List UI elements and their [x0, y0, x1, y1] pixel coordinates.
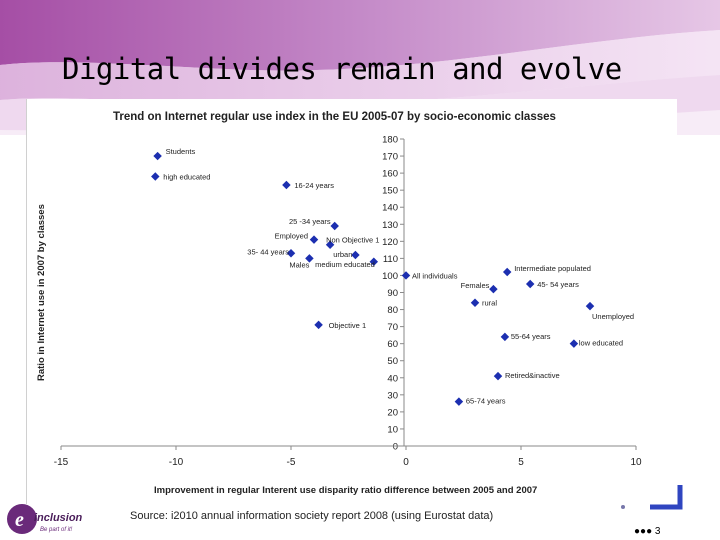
- y-tick-label: 160: [382, 169, 398, 180]
- chart-panel: Trend on Internet regular use index in t…: [26, 99, 677, 504]
- y-axis-label: Ratio in Internet use in 2007 by classes: [36, 204, 47, 381]
- data-point-marker: [489, 284, 498, 294]
- data-point-label: 65-74 years: [466, 397, 506, 406]
- page-number: ●●● 3: [634, 526, 660, 537]
- y-tick-label: 140: [382, 203, 398, 214]
- data-point-label: Intermediate populated: [514, 264, 591, 273]
- data-point-marker: [286, 249, 296, 258]
- data-point-label: 45- 54 years: [537, 280, 579, 289]
- data-point-label: 35- 44 years: [247, 247, 289, 256]
- data-point-label: Retired&inactive: [505, 371, 560, 380]
- data-point-label: Non Objective 1: [326, 236, 379, 245]
- data-point-label: Females: [461, 281, 490, 290]
- corner-bracket-icon: [650, 485, 683, 510]
- data-point-marker: [309, 235, 319, 244]
- y-tick-label: 20: [387, 407, 398, 418]
- data-point-marker: [351, 250, 360, 260]
- data-point-label: All individuals: [412, 271, 458, 280]
- x-tick-label: 0: [403, 457, 409, 468]
- y-axis: 0 10 20 30 40 50 60 70 80 90 100 110 120 130 140 150 160…: [382, 135, 405, 453]
- y-tick-label: 10: [387, 424, 398, 435]
- source-note: Source: i2010 annual information society…: [130, 510, 494, 522]
- data-point-marker: [470, 298, 480, 307]
- x-tick-label: -15: [54, 457, 69, 468]
- data-point-marker: [493, 371, 503, 381]
- y-tick-label: 150: [382, 186, 398, 197]
- y-tick-label: 90: [387, 288, 398, 299]
- data-point-marker: [585, 301, 595, 311]
- einclusion-logo: e inclusion Be part of it!: [7, 504, 83, 534]
- page-dots-icon: ●●●: [634, 526, 655, 537]
- y-tick-label: 100: [382, 271, 398, 282]
- x-tick-label: 5: [518, 457, 524, 468]
- y-tick-label: 110: [383, 254, 398, 265]
- y-tick-label: 80: [387, 305, 398, 316]
- data-point-label: high educated: [163, 173, 210, 182]
- data-point-label: Students: [166, 147, 196, 156]
- data-point-marker: [569, 339, 579, 348]
- data-point-label: medium educated: [315, 260, 375, 269]
- y-tick-label: 180: [382, 135, 398, 146]
- data-point-label: Unemployed: [592, 312, 634, 321]
- logo-circle-icon: [7, 504, 37, 534]
- data-point-marker: [330, 221, 339, 231]
- data-point-label: urban: [333, 250, 352, 259]
- data-point-marker: [454, 397, 464, 406]
- data-point-label: Objective 1: [329, 321, 367, 330]
- y-tick-label: 120: [382, 237, 398, 248]
- x-tick-label: 10: [630, 457, 642, 468]
- data-point-marker: [502, 267, 512, 277]
- y-tick-label: 130: [382, 220, 398, 231]
- x-tick-label: -10: [169, 457, 184, 468]
- y-tick-label: 0: [393, 442, 398, 453]
- data-point-marker: [369, 257, 379, 267]
- data-point-marker: [314, 320, 323, 330]
- x-axis-label: Improvement in regular Interent use disp…: [154, 485, 537, 496]
- data-point-marker: [401, 271, 411, 280]
- svg-text:inclusion: inclusion: [34, 512, 83, 524]
- y-tick-label: 30: [387, 390, 398, 401]
- y-tick-label: 70: [387, 322, 398, 333]
- data-point-label: low educated: [579, 339, 623, 348]
- x-tick-label: -5: [287, 457, 296, 468]
- x-axis: -15 -10 -5 0 5 10: [54, 445, 642, 468]
- svg-text:e: e: [15, 509, 24, 531]
- chart-title: Trend on Internet regular use index in t…: [113, 111, 556, 123]
- data-point-label: 55-64 years: [511, 332, 551, 341]
- y-tick-label: 60: [387, 339, 398, 350]
- data-point-marker: [500, 332, 510, 342]
- data-point-marker: [151, 172, 160, 181]
- data-point-marker: [325, 240, 335, 249]
- data-point-marker: [153, 151, 162, 161]
- y-tick-label: 50: [387, 356, 398, 367]
- data-point-label: 16-24 years: [294, 181, 334, 190]
- data-point-label: rural: [482, 299, 497, 308]
- slide-title: Digital divides remain and evolve: [62, 52, 622, 86]
- data-point-marker: [282, 180, 291, 190]
- svg-text:Be part of it!: Be part of it!: [40, 527, 73, 533]
- data-point-marker: [305, 254, 314, 263]
- decorative-dot: [621, 505, 625, 509]
- data-point-marker: [525, 279, 535, 289]
- data-point-label: Employed: [275, 232, 308, 241]
- y-tick-label: 170: [382, 152, 398, 163]
- data-point-label: 25 -34 years: [289, 217, 331, 226]
- y-tick-label: 40: [387, 373, 398, 384]
- data-points: Students high educated 16-24 years 25 -34 y…: [151, 147, 634, 406]
- scatter-chart: Trend on Internet regular use index in t…: [36, 111, 642, 496]
- page-number-value: 3: [654, 526, 661, 537]
- data-point-label: Males: [289, 260, 309, 269]
